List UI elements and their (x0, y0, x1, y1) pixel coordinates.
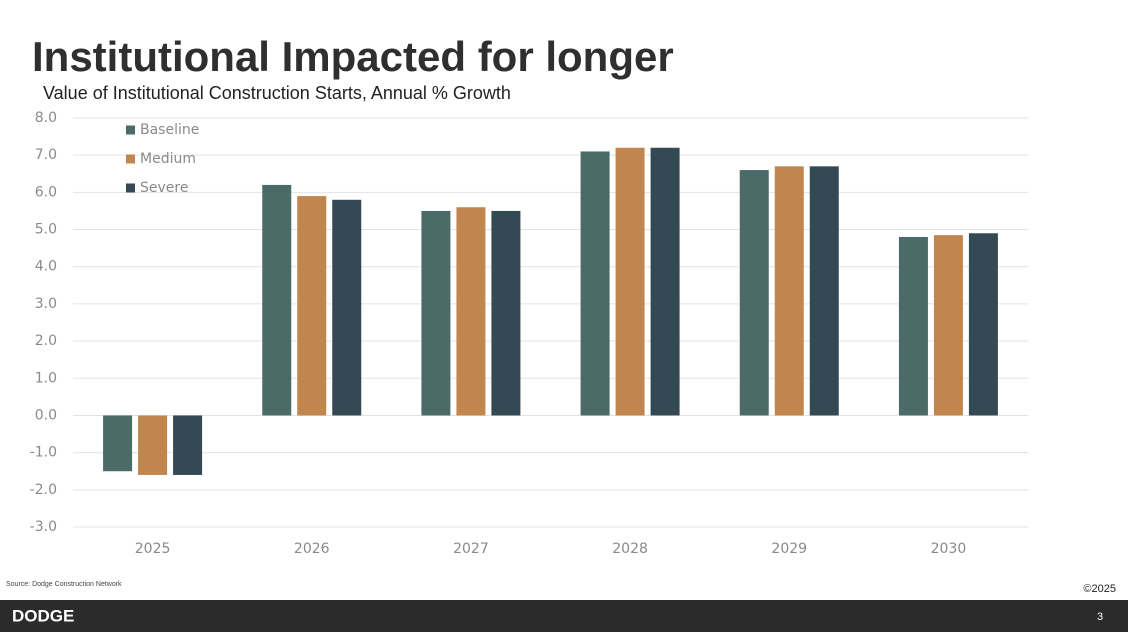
y-tick-label: 5.0 (35, 222, 57, 238)
y-tick-label: 0.0 (35, 407, 57, 423)
y-tick-label: 8.0 (35, 110, 57, 126)
bar (262, 184, 292, 416)
bar (297, 196, 327, 416)
brand: DODGE (12, 606, 74, 625)
bar (491, 210, 521, 416)
y-tick-label: 7.0 (35, 147, 57, 163)
bar (809, 166, 839, 416)
legend-swatch (126, 154, 135, 164)
bar (739, 170, 769, 416)
bar (774, 166, 804, 416)
bar (421, 210, 451, 416)
page-number: 3 (1097, 611, 1103, 623)
source: Source: Dodge Construction Network (6, 581, 122, 588)
chart-title: Value of Institutional Construction Star… (43, 83, 511, 103)
legend-swatch (126, 125, 135, 135)
bar (173, 415, 203, 475)
x-tick-label: 2025 (135, 541, 171, 557)
plot: 8.0 7.0 6.0 5.0 4.0 3.0 2.0 1.0 0.0 -1.0 -2.0 -3.0 2… (30, 110, 1028, 557)
bar (650, 147, 680, 416)
bar (968, 233, 998, 416)
slide-title: Institutional Impacted for longer (32, 33, 674, 80)
bar (332, 199, 362, 416)
x-tick-label: 2028 (612, 541, 648, 557)
bar (580, 151, 610, 416)
bar (103, 415, 133, 472)
legend-label: Severe (140, 180, 188, 196)
legend-label: Medium (140, 151, 196, 167)
y-tick-label: 1.0 (35, 370, 57, 386)
bar (138, 415, 168, 475)
x-tick-label: 2029 (771, 541, 807, 557)
bar (456, 207, 486, 416)
y-tick-label: 2.0 (35, 333, 57, 349)
copyright: ©2025 (1083, 583, 1116, 595)
y-tick-label: 6.0 (35, 184, 57, 200)
legend-swatch (126, 183, 135, 193)
footer-bar (0, 600, 1128, 632)
bar (615, 147, 645, 416)
y-tick-label: 3.0 (35, 296, 57, 312)
y-tick-label: 4.0 (35, 259, 57, 275)
bar (898, 236, 928, 416)
y-tick-label: -3.0 (30, 519, 57, 535)
legend-label: Baseline (140, 122, 199, 138)
x-tick-label: 2030 (931, 541, 967, 557)
x-tick-label: 2027 (453, 541, 489, 557)
bar (933, 235, 963, 416)
y-tick-label: -1.0 (30, 445, 57, 461)
x-tick-label: 2026 (294, 541, 330, 557)
y-tick-label: -2.0 (30, 482, 57, 498)
